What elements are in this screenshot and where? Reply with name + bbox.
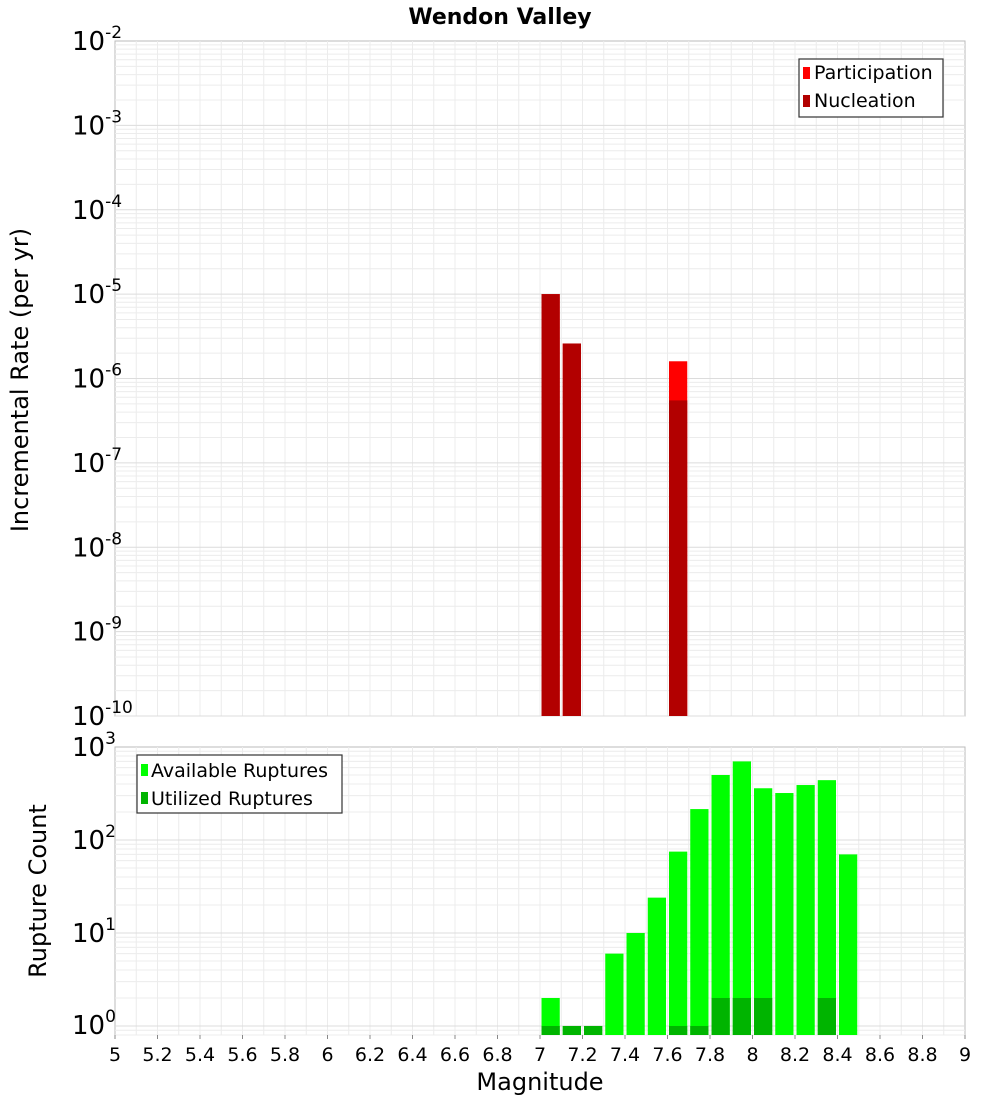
x-tick-label: 8.8: [907, 1044, 937, 1066]
legend-swatch-utilized: [141, 792, 148, 804]
utilized-ruptures-bar: [711, 997, 730, 1035]
legend-swatch-nucleation: [803, 95, 810, 107]
available-ruptures-bar: [754, 788, 773, 1035]
x-tick-label: 5.8: [270, 1044, 300, 1066]
rate-y-ticks: 10-2 10-3 10-4 10-5 10-6 10-7 10-8 10-9 10-10: [72, 23, 133, 732]
x-tick-label: 5.2: [142, 1044, 172, 1066]
x-tick-label: 8: [746, 1044, 758, 1066]
legend-label-available: Available Ruptures: [151, 760, 328, 782]
utilized-ruptures-bar: [690, 1025, 709, 1035]
x-ticks: 5 5.2 5.4 5.6 5.8 6 6.2 6.4 6.6 6.8 7 7.2 7.4 7.6 7.8 8…: [109, 1035, 971, 1066]
available-ruptures-bar: [711, 774, 730, 1035]
rate-y-tick-label: 10-10: [72, 698, 133, 732]
x-tick-label: 6.8: [482, 1044, 512, 1066]
x-tick-label: 8.2: [780, 1044, 810, 1066]
utilized-ruptures-bar: [562, 1025, 581, 1035]
available-ruptures-bar: [541, 997, 560, 1035]
available-ruptures-bar: [817, 780, 836, 1035]
x-tick-label: 6.2: [355, 1044, 385, 1066]
rate-y-axis-label: Incremental Rate (per yr): [6, 228, 34, 532]
x-tick-label: 8.4: [822, 1044, 852, 1066]
legend-label-participation: Participation: [814, 62, 933, 84]
count-y-ticks: 103 102 101 100: [72, 729, 116, 1041]
x-tick-label: 6: [321, 1044, 333, 1066]
x-tick-label: 7.6: [652, 1044, 682, 1066]
rate-grid: [115, 41, 965, 717]
available-ruptures-bar: [732, 761, 751, 1035]
x-tick-label: 7.2: [567, 1044, 597, 1066]
count-y-axis-label: Rupture Count: [24, 804, 52, 978]
rate-y-tick-label: 10-7: [72, 445, 122, 479]
x-tick-label: 7: [534, 1044, 546, 1066]
x-tick-label: 6.6: [440, 1044, 470, 1066]
count-legend: Available Ruptures Utilized Ruptures: [136, 754, 343, 814]
available-ruptures-bar: [690, 809, 709, 1035]
count-y-tick-label: 103: [72, 729, 116, 763]
available-ruptures-bar: [839, 854, 858, 1035]
count-plot-panel: 103 102 101 100 5 5.2 5.4 5.6 5.8 6 6.2 6.4 6.6 6.8 7…: [24, 729, 971, 1096]
rate-y-tick-label: 10-3: [72, 107, 122, 141]
x-tick-label: 7.4: [610, 1044, 640, 1066]
utilized-ruptures-bar: [584, 1025, 603, 1035]
rate-y-tick-label: 10-2: [72, 23, 122, 57]
rate-y-tick-label: 10-6: [72, 361, 122, 395]
nucleation-bar: [562, 343, 581, 716]
legend-swatch-available: [141, 764, 148, 776]
x-tick-label: 9: [959, 1044, 971, 1066]
rate-y-tick-label: 10-4: [72, 192, 122, 226]
available-ruptures-bar: [605, 953, 624, 1035]
rate-y-tick-label: 10-5: [72, 276, 122, 310]
utilized-ruptures-bar: [669, 1025, 688, 1035]
rate-y-tick-label: 10-8: [72, 529, 122, 563]
utilized-ruptures-bar: [754, 997, 773, 1035]
count-y-tick-label: 100: [72, 1007, 116, 1041]
count-y-tick-label: 101: [72, 915, 116, 949]
utilized-ruptures-bar: [732, 997, 751, 1035]
legend-label-utilized: Utilized Ruptures: [151, 788, 313, 810]
available-ruptures-bar: [647, 897, 666, 1035]
x-tick-label: 6.4: [397, 1044, 427, 1066]
utilized-ruptures-bar: [817, 997, 836, 1035]
legend-label-nucleation: Nucleation: [814, 90, 916, 112]
x-tick-label: 5.6: [227, 1044, 257, 1066]
chart-title: Wendon Valley: [408, 5, 591, 30]
available-ruptures-bar: [626, 932, 645, 1035]
nucleation-bar: [541, 294, 560, 716]
nucleation-bar: [669, 400, 688, 716]
rate-plot-panel: 10-2 10-3 10-4 10-5 10-6 10-7 10-8 10-9 10-10 In…: [6, 23, 966, 732]
legend-swatch-participation: [803, 67, 810, 79]
rate-legend: Participation Nucleation: [798, 58, 944, 118]
available-ruptures-bar: [796, 785, 815, 1035]
rate-y-tick-label: 10-9: [72, 614, 122, 648]
count-y-tick-label: 102: [72, 822, 116, 856]
count-bars: [541, 761, 858, 1035]
rate-bars: [541, 294, 688, 716]
x-axis-label: Magnitude: [476, 1068, 603, 1096]
x-tick-label: 8.6: [865, 1044, 895, 1066]
x-tick-label: 5: [109, 1044, 121, 1066]
x-tick-label: 7.8: [695, 1044, 725, 1066]
utilized-ruptures-bar: [541, 1025, 560, 1035]
available-ruptures-bar: [775, 793, 794, 1035]
available-ruptures-bar: [669, 851, 688, 1035]
x-tick-label: 5.4: [185, 1044, 215, 1066]
